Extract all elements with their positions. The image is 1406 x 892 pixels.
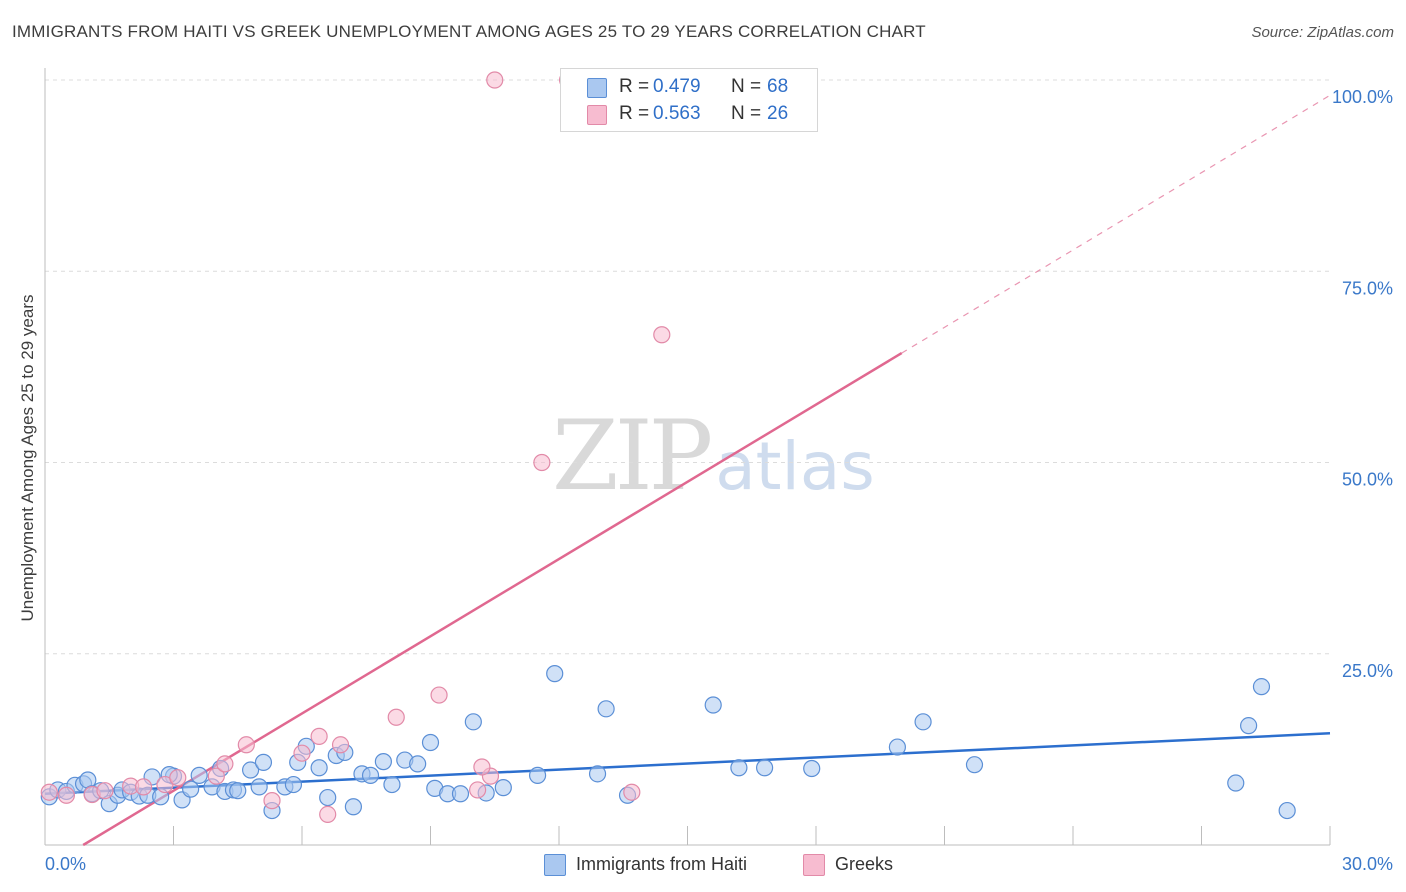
legend-label: Greeks xyxy=(835,854,894,874)
x-tick-label: 30.0% xyxy=(1342,854,1393,874)
n-label: N = xyxy=(731,76,762,97)
y-tick-label: 25.0% xyxy=(1342,661,1393,681)
haiti-point xyxy=(1252,678,1271,696)
greek-point xyxy=(319,805,337,824)
haiti-point xyxy=(755,759,774,777)
haiti-point xyxy=(704,696,722,714)
tick-labels: 25.0% 50.0% 75.0% 100.0% 0.0% 30.0% xyxy=(45,87,1393,874)
greek-point xyxy=(263,792,281,810)
haiti-point xyxy=(528,766,547,784)
greek-point xyxy=(533,453,551,472)
greeks-swatch xyxy=(587,105,607,125)
haiti-point xyxy=(1278,801,1296,820)
greek-point xyxy=(473,758,491,776)
haiti-point xyxy=(451,785,470,803)
haiti-point xyxy=(888,738,906,756)
chart-title: IMMIGRANTS FROM HAITI VS GREEK UNEMPLOYM… xyxy=(12,22,926,41)
haiti-point xyxy=(588,765,607,783)
greek-point xyxy=(469,781,487,799)
r-value: 0.563 xyxy=(653,103,701,124)
greek-point xyxy=(169,769,187,787)
greek-point xyxy=(310,727,328,745)
legend-label: Immigrants from Haiti xyxy=(576,854,748,874)
haiti-point xyxy=(182,780,200,798)
greek-point xyxy=(623,783,641,801)
haiti-point xyxy=(1227,774,1245,792)
greeks-legend-swatch xyxy=(803,854,825,876)
haiti-point xyxy=(319,788,337,807)
haiti-point xyxy=(409,755,427,773)
greek-point xyxy=(237,736,255,754)
greek-point xyxy=(430,686,448,704)
y-tick-label: 50.0% xyxy=(1342,470,1393,490)
greek-trend-extension xyxy=(901,94,1331,354)
haiti-point xyxy=(803,759,821,778)
n-value: 26 xyxy=(767,103,789,124)
haiti-point xyxy=(597,700,615,718)
haiti-point xyxy=(229,782,247,800)
correlation-stats-box: R = 0.479 N = 68 R = 0.563 N = 26 xyxy=(560,68,818,132)
greek-point xyxy=(57,786,76,804)
greek-point xyxy=(216,755,234,773)
greek-point xyxy=(486,71,504,89)
r-label: R = xyxy=(619,103,650,124)
r-label: R = xyxy=(619,76,650,97)
haiti-point xyxy=(242,761,260,779)
r-value: 0.479 xyxy=(653,76,701,97)
haiti-point xyxy=(383,775,401,794)
n-label: N = xyxy=(731,103,762,124)
greek-point xyxy=(387,708,405,726)
data-points xyxy=(40,71,1296,824)
x-tick-label: 0.0% xyxy=(45,854,86,874)
haiti-legend-swatch xyxy=(544,854,566,876)
haiti-point xyxy=(254,753,273,771)
haiti-point xyxy=(190,766,208,784)
y-tick-label: 100.0% xyxy=(1332,87,1393,107)
greek-point xyxy=(653,326,671,344)
haiti-point xyxy=(284,775,303,794)
greek-point xyxy=(96,782,114,800)
trend-lines xyxy=(44,94,1331,847)
haiti-point xyxy=(310,759,328,777)
watermark-zip: ZIP xyxy=(552,400,713,512)
greek-point xyxy=(40,783,58,801)
gridlines xyxy=(45,79,1330,655)
haiti-point xyxy=(1240,717,1258,735)
haiti-point xyxy=(546,665,564,683)
haiti-swatch xyxy=(587,78,607,98)
haiti-point xyxy=(965,756,984,774)
haiti-point xyxy=(914,713,932,731)
haiti-point xyxy=(494,779,512,797)
greek-point xyxy=(207,767,225,785)
haiti-point xyxy=(421,733,440,752)
haiti-point xyxy=(730,759,748,777)
source-credit: Source: ZipAtlas.com xyxy=(1251,24,1394,41)
greek-point xyxy=(293,744,311,762)
haiti-point xyxy=(361,766,380,784)
watermark: ZIPatlas xyxy=(552,400,875,512)
haiti-point xyxy=(464,713,482,731)
n-value: 68 xyxy=(767,76,789,97)
axes xyxy=(44,68,1331,846)
haiti-point xyxy=(250,778,268,796)
greek-point xyxy=(134,778,153,796)
y-tick-label: 75.0% xyxy=(1342,278,1393,298)
watermark-atlas: atlas xyxy=(715,428,875,505)
haiti-point xyxy=(344,798,362,816)
greek-point xyxy=(331,736,350,754)
y-axis-label: Unemployment Among Ages 25 to 29 years xyxy=(18,294,37,622)
haiti-point xyxy=(374,753,392,771)
